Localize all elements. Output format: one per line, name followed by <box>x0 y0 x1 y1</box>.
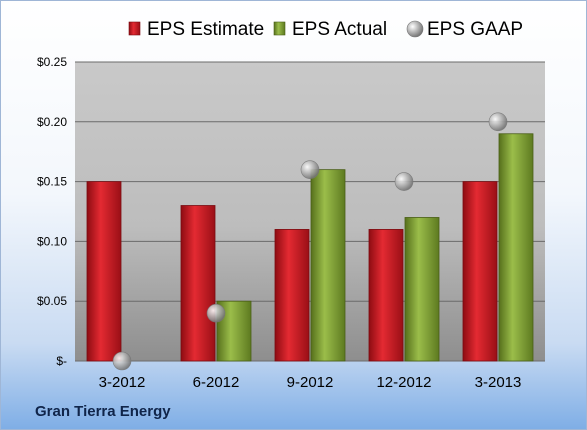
y-tick-label: $0.20 <box>37 115 67 129</box>
y-tick-label: $0.10 <box>37 234 67 248</box>
bar-eps-estimate <box>368 229 404 362</box>
marker-eps-gaap <box>300 160 320 179</box>
bar-eps-estimate <box>180 205 216 362</box>
legend-label: EPS GAAP <box>427 19 523 40</box>
company-label: Gran Tierra Energy <box>35 403 171 420</box>
bar-eps-actual <box>404 217 440 362</box>
bar-eps-actual <box>310 169 346 362</box>
y-tick-label: $0.25 <box>37 55 67 69</box>
x-axis-tick-labels: 3-2012 6-2012 9-2012 12-2012 3-2013 <box>99 374 522 391</box>
marker-eps-gaap <box>488 112 508 132</box>
marker-eps-gaap <box>206 303 226 323</box>
gaap-markers <box>112 112 508 371</box>
y-axis-tick-labels: $- $0.05 $0.10 $0.15 $0.20 $0.25 <box>37 55 67 368</box>
legend-label: EPS Estimate <box>147 19 264 40</box>
x-tick-label: 9-2012 <box>287 374 334 391</box>
marker-eps-gaap <box>112 351 132 371</box>
legend-swatch <box>406 20 424 38</box>
legend-swatch <box>128 21 141 36</box>
bar-eps-estimate <box>462 181 498 362</box>
gridlines <box>75 61 545 362</box>
y-tick-label: $0.05 <box>37 294 67 308</box>
bar-eps-estimate <box>274 229 310 362</box>
y-tick-label: $0.15 <box>37 175 67 189</box>
x-tick-label: 12-2012 <box>376 374 431 391</box>
y-tick-label: $- <box>56 354 67 368</box>
legend: EPS Estimate EPS Actual EPS GAAP <box>128 19 523 40</box>
x-tick-label: 3-2013 <box>475 374 522 391</box>
bar-eps-estimate <box>86 181 122 362</box>
marker-eps-gaap <box>394 172 414 191</box>
x-tick-label: 3-2012 <box>99 374 146 391</box>
x-tick-label: 6-2012 <box>193 374 240 391</box>
bar-eps-actual <box>498 133 534 362</box>
legend-label: EPS Actual <box>292 19 387 40</box>
legend-swatch <box>273 21 286 36</box>
bars <box>86 133 534 362</box>
